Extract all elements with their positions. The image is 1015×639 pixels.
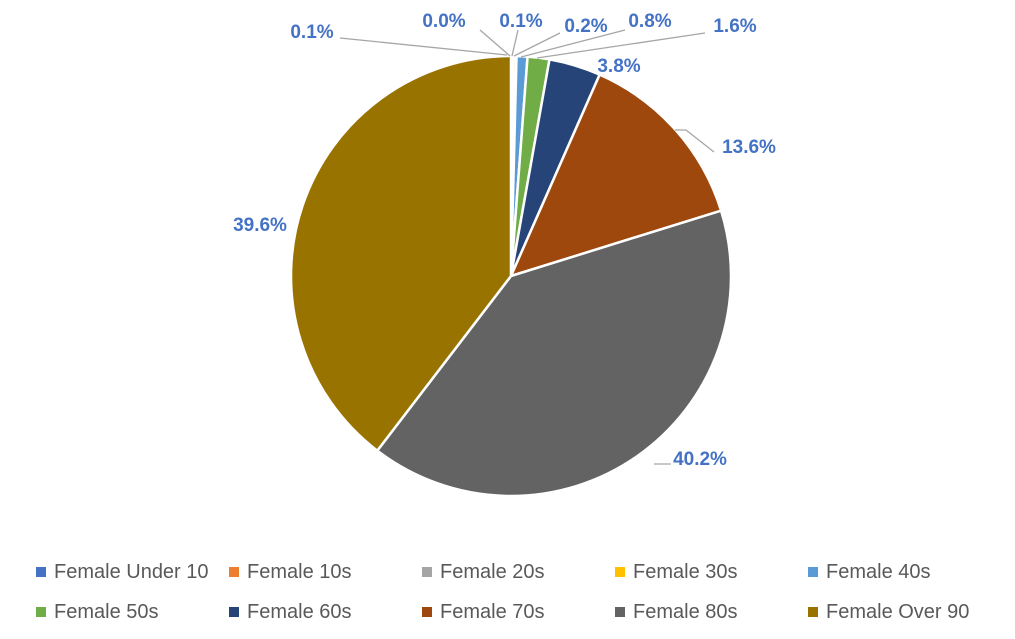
legend-item-female-under-10: Female Under 10 <box>36 560 229 584</box>
leader-line-female-70s <box>675 129 715 153</box>
pie-slice-female-80s <box>376 209 733 498</box>
leader-line-female-10s <box>479 29 511 57</box>
pie-chart: 0.1% 0.0% 0.1% 0.2% 0.8% 1.6% 3.8% 13.6% 40.2% 39… <box>233 11 776 498</box>
legend-label: Female Under 10 <box>54 560 209 583</box>
leader-line-female-50s <box>536 32 706 59</box>
legend-item-female-30s: Female 30s <box>615 560 808 584</box>
data-label-female-over-90: 39.6% <box>233 215 287 236</box>
legend-swatch <box>615 567 625 577</box>
legend-label: Female 80s <box>633 600 738 623</box>
legend-label: Female 70s <box>440 600 545 623</box>
legend-item-female-20s: Female 20s <box>422 560 615 584</box>
legend-swatch <box>422 567 432 577</box>
legend-label: Female 40s <box>826 560 931 583</box>
legend-swatch <box>615 607 625 617</box>
legend-item-female-over-90: Female Over 90 <box>808 600 1001 624</box>
data-label-female-70s: 13.6% <box>722 137 776 158</box>
data-label-female-60s: 3.8% <box>597 56 640 77</box>
legend-swatch <box>36 567 46 577</box>
legend-label: Female 50s <box>54 600 159 623</box>
legend-label: Female Over 90 <box>826 600 970 623</box>
legend-item-female-70s: Female 70s <box>422 600 615 624</box>
data-label-female-30s: 0.2% <box>564 16 607 37</box>
legend-swatch <box>808 607 818 617</box>
pie-slice-female-over-90 <box>289 54 513 452</box>
legend-label: Female 10s <box>247 560 352 583</box>
data-label-female-80s: 40.2% <box>673 449 727 470</box>
data-label-female-under-10: 0.1% <box>290 22 333 43</box>
leader-line-female-30s <box>513 32 561 57</box>
leader-line-female-20s <box>511 29 519 57</box>
data-label-female-20s: 0.1% <box>499 11 542 32</box>
legend-item-female-50s: Female 50s <box>36 600 229 624</box>
leader-line-female-under-10 <box>339 37 508 56</box>
data-label-female-40s: 0.8% <box>628 11 671 32</box>
legend-item-female-60s: Female 60s <box>229 600 422 624</box>
legend-item-female-80s: Female 80s <box>615 600 808 624</box>
legend-label: Female 20s <box>440 560 545 583</box>
leader-line-female-40s <box>520 29 626 58</box>
data-label-female-50s: 1.6% <box>713 16 756 37</box>
legend-swatch <box>36 607 46 617</box>
legend-label: Female 60s <box>247 600 352 623</box>
legend-swatch <box>422 607 432 617</box>
legend-label: Female 30s <box>633 560 738 583</box>
legend-item-female-40s: Female 40s <box>808 560 1001 584</box>
legend-swatch <box>808 567 818 577</box>
legend: Female Under 10 Female 10s Female 20s Femal… <box>36 560 1011 624</box>
legend-item-female-10s: Female 10s <box>229 560 422 584</box>
legend-swatch <box>229 607 239 617</box>
legend-swatch <box>229 567 239 577</box>
data-label-female-10s: 0.0% <box>422 11 465 32</box>
